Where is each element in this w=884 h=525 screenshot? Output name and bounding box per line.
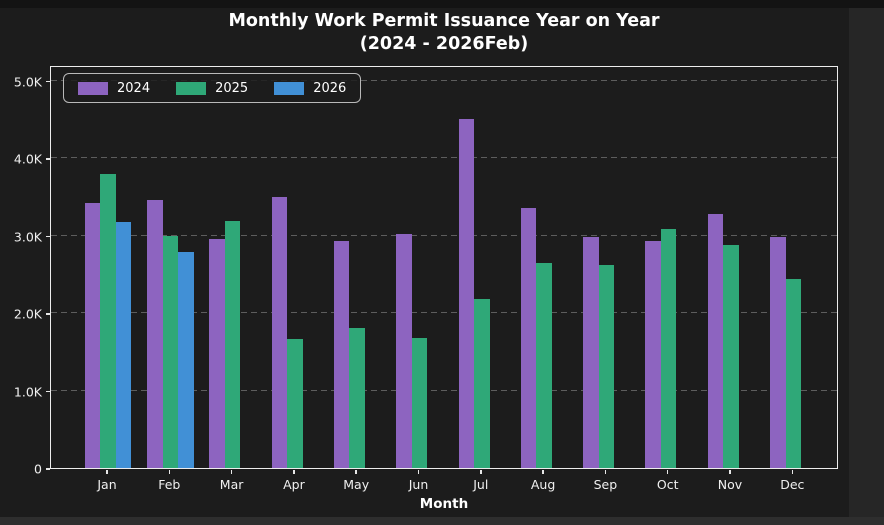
bar-2024-nov [707, 213, 724, 468]
y-tick-label-3000: 3.0K [13, 229, 42, 244]
window-bottom-edge [0, 517, 884, 525]
x-tick-label-oct: Oct [656, 477, 679, 492]
gridline-2000 [51, 312, 837, 313]
bar-2025-mar [224, 220, 241, 468]
x-tick-label-mar: Mar [219, 477, 244, 492]
gridline-1000 [51, 389, 837, 391]
bar-2024-mar [209, 239, 225, 468]
legend: 2024 2025 2026 [63, 73, 362, 103]
legend-swatch-2025 [176, 81, 207, 95]
x-tick-label-jun: Jun [408, 477, 429, 492]
y-tick-mark-5000 [45, 80, 50, 83]
legend-item-2025: 2025 [176, 81, 248, 96]
bar-2024-aug [520, 207, 537, 468]
bar-2026-feb [178, 251, 194, 468]
y-tick-label-1000: 1.0K [13, 384, 42, 399]
x-tick-label-may: May [343, 477, 370, 492]
legend-swatch-2026 [274, 81, 305, 95]
x-tick-mark-jan [106, 470, 108, 474]
bar-2025-may [349, 327, 365, 468]
bar-2024-jan [84, 202, 101, 468]
x-axis-title: Month [419, 496, 469, 512]
bar-2025-jul [474, 299, 490, 468]
bar-2024-sep [583, 237, 599, 468]
legend-swatch-2024 [78, 81, 108, 95]
y-tick-mark-4000 [45, 158, 50, 160]
bar-2026-jan [115, 221, 132, 468]
x-tick-mark-jul [480, 470, 482, 474]
x-tick-mark-mar [230, 470, 233, 474]
chart-title-line2: (2024 - 2026Feb) [359, 34, 529, 55]
bar-2025-jan [100, 173, 116, 468]
x-tick-mark-oct [666, 470, 669, 474]
y-tick-label-4000: 4.0K [13, 151, 42, 167]
y-tick-mark-3000 [45, 235, 50, 238]
chart-figure: Monthly Work Permit Issuance Year on Yea… [0, 8, 849, 517]
x-tick-label-jul: Jul [473, 477, 489, 492]
gridline-3000 [51, 234, 837, 236]
y-tick-label-2000: 2.0K [13, 306, 42, 322]
x-tick-mark-feb [168, 470, 171, 474]
y-tick-label-5000: 5.0K [13, 74, 42, 89]
x-tick-label-nov: Nov [717, 477, 743, 492]
legend-label-2026: 2026 [313, 80, 347, 96]
x-tick-label-feb: Feb [158, 477, 181, 492]
y-tick-label-0: 0 [34, 461, 42, 477]
x-tick-mark-apr [293, 470, 295, 474]
y-tick-mark-0 [45, 468, 50, 470]
x-tick-mark-may [355, 470, 357, 474]
bar-2025-jun [411, 337, 428, 468]
bar-2024-jul [458, 118, 474, 468]
legend-item-2024: 2024 [78, 81, 150, 96]
bar-2024-dec [770, 237, 786, 468]
y-tick-mark-2000 [45, 313, 50, 315]
x-tick-label-aug: Aug [530, 477, 556, 492]
chart-title: Monthly Work Permit Issuance Year on Yea… [50, 10, 838, 56]
bar-2025-dec [785, 278, 801, 468]
x-tick-label-sep: Sep [593, 477, 618, 492]
bar-2024-may [333, 240, 350, 468]
gridline-4000 [51, 157, 837, 158]
plot-canvas [51, 67, 837, 468]
y-tick-mark-1000 [45, 390, 50, 393]
chart-title-line1: Monthly Work Permit Issuance Year on Yea… [228, 11, 660, 31]
gridline-5000 [51, 79, 837, 81]
window-top-edge [0, 0, 884, 8]
x-tick-mark-nov [729, 470, 731, 474]
x-tick-mark-jun [417, 470, 420, 474]
bar-2024-feb [147, 199, 163, 468]
bar-2025-apr [287, 339, 303, 468]
x-tick-label-dec: Dec [780, 477, 805, 492]
x-tick-mark-sep [604, 470, 607, 474]
legend-label-2024: 2024 [117, 80, 151, 96]
bar-2025-nov [723, 244, 739, 468]
bar-2024-oct [645, 240, 661, 468]
x-tick-label-jan: Jan [97, 477, 117, 492]
bar-2025-aug [536, 262, 552, 468]
bar-2024-jun [396, 233, 412, 468]
x-tick-label-apr: Apr [283, 477, 305, 492]
legend-item-2026: 2026 [274, 81, 346, 96]
x-tick-mark-dec [791, 470, 793, 474]
x-tick-mark-aug [542, 470, 544, 474]
bar-2024-apr [271, 196, 288, 468]
bar-2025-feb [162, 236, 178, 468]
bar-2025-oct [660, 229, 677, 468]
bar-2025-sep [598, 265, 615, 468]
legend-label-2025: 2025 [215, 80, 249, 96]
plot-area [50, 66, 838, 469]
